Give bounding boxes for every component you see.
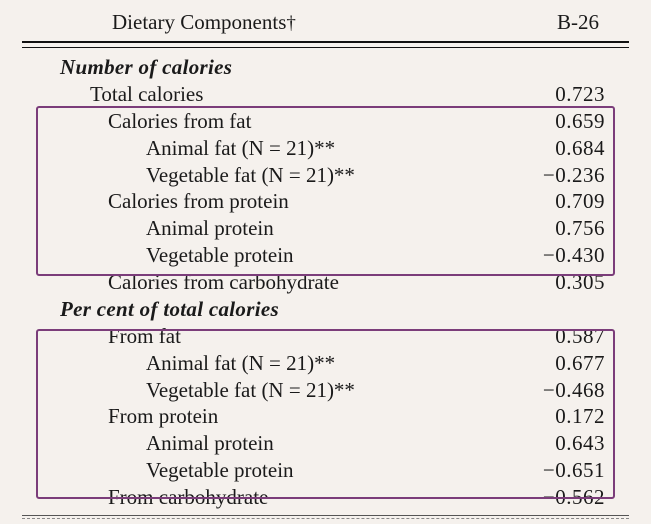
cell-value: −0.562 <box>515 484 605 511</box>
cell-label: Calories from fat <box>108 108 251 135</box>
cell-value: −0.651 <box>515 457 605 484</box>
row-from-fat: From fat 0.587 <box>22 323 629 350</box>
row-vegetable-fat: Vegetable fat (N = 21)** −0.236 <box>22 162 629 189</box>
cell-value: −0.236 <box>515 162 605 189</box>
row-calories-from-fat: Calories from fat 0.659 <box>22 108 629 135</box>
footer-rule <box>22 515 629 516</box>
cell-value: 0.659 <box>515 108 605 135</box>
header-double-rule <box>22 41 629 48</box>
cell-label: Vegetable protein <box>146 242 294 269</box>
row-from-protein: From protein 0.172 <box>22 403 629 430</box>
cell-label: Calories from protein <box>108 188 289 215</box>
cell-label: From protein <box>108 403 218 430</box>
header-dagger: † <box>286 13 296 34</box>
section-title: Per cent of total calories <box>60 296 279 323</box>
row-calories-from-protein: Calories from protein 0.709 <box>22 188 629 215</box>
cell-label: Animal fat (N = 21)** <box>146 350 335 377</box>
cell-value: 0.684 <box>515 135 605 162</box>
cell-label: From fat <box>108 323 181 350</box>
cell-label: Animal fat (N = 21)** <box>146 135 335 162</box>
table-body: Number of calories Total calories 0.723 … <box>22 54 629 511</box>
cell-value: 0.709 <box>515 188 605 215</box>
header-col-b26: B-26 <box>557 10 599 35</box>
section-percent-total-calories: Per cent of total calories <box>22 296 629 323</box>
row-calories-from-carb: Calories from carbohydrate 0.305 <box>22 269 629 296</box>
row-pct-animal-protein: Animal protein 0.643 <box>22 430 629 457</box>
row-vegetable-protein: Vegetable protein −0.430 <box>22 242 629 269</box>
cell-value: 0.643 <box>515 430 605 457</box>
cell-label: Total calories <box>90 81 203 108</box>
row-pct-animal-fat: Animal fat (N = 21)** 0.677 <box>22 350 629 377</box>
cell-label: Calories from carbohydrate <box>108 269 339 296</box>
row-animal-fat: Animal fat (N = 21)** 0.684 <box>22 135 629 162</box>
cell-label: Animal protein <box>146 215 274 242</box>
cell-label: Vegetable protein <box>146 457 294 484</box>
section-number-of-calories: Number of calories <box>22 54 629 81</box>
section-title: Number of calories <box>60 54 232 81</box>
row-animal-protein: Animal protein 0.756 <box>22 215 629 242</box>
header-col1-text: Dietary Components <box>112 10 286 34</box>
cell-value: 0.677 <box>515 350 605 377</box>
row-pct-vegetable-protein: Vegetable protein −0.651 <box>22 457 629 484</box>
cell-value: 0.587 <box>515 323 605 350</box>
row-from-carb: From carbohydrate −0.562 <box>22 484 629 511</box>
cell-value: 0.172 <box>515 403 605 430</box>
cell-label: Animal protein <box>146 430 274 457</box>
header-col-dietary: Dietary Components† <box>112 10 296 35</box>
table-page: Dietary Components† B-26 Number of calor… <box>0 0 651 524</box>
cell-label: Vegetable fat (N = 21)** <box>146 377 355 404</box>
cell-value: 0.305 <box>515 269 605 296</box>
cell-label: Vegetable fat (N = 21)** <box>146 162 355 189</box>
cell-value: −0.430 <box>515 242 605 269</box>
cell-label: From carbohydrate <box>108 484 268 511</box>
footer-dotted-rule <box>22 518 629 519</box>
cell-value: −0.468 <box>515 377 605 404</box>
table-header-row: Dietary Components† B-26 <box>22 10 629 39</box>
row-total-calories: Total calories 0.723 <box>22 81 629 108</box>
cell-value: 0.723 <box>515 81 605 108</box>
cell-value: 0.756 <box>515 215 605 242</box>
row-pct-vegetable-fat: Vegetable fat (N = 21)** −0.468 <box>22 377 629 404</box>
